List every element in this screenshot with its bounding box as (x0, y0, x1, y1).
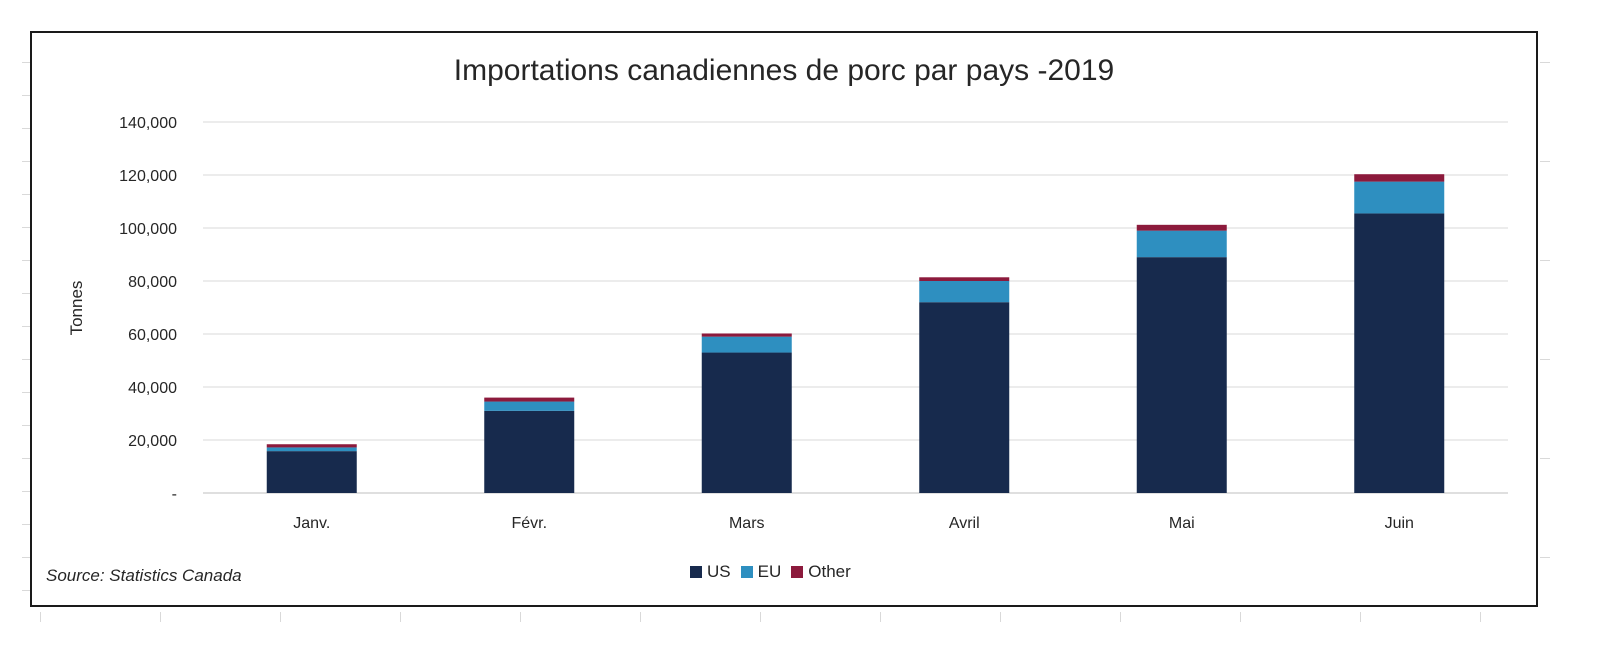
x-tick-label: Févr. (511, 515, 547, 532)
y-tick-label: 100,000 (119, 221, 177, 238)
y-tick-label: 140,000 (119, 115, 177, 132)
legend-item-other: Other (791, 562, 851, 582)
bar-eu-2 (484, 401, 575, 411)
x-tick-label: Mars (729, 515, 765, 532)
y-tick-label: - (172, 486, 177, 503)
bar-us-4 (919, 302, 1010, 493)
x-tick-label: Juin (1385, 515, 1414, 532)
bar-other-6 (1354, 174, 1445, 182)
y-tick-label: 40,000 (128, 380, 177, 397)
legend-label-us: US (707, 562, 731, 581)
x-tick-label: Janv. (293, 515, 330, 532)
bar-other-2 (484, 397, 575, 402)
chart-frame (30, 31, 1538, 607)
source-note: Source: Statistics Canada (46, 566, 242, 585)
legend-item-eu: EU (740, 562, 782, 582)
bar-eu-3 (701, 336, 792, 353)
legend-label-other: Other (808, 562, 851, 581)
bar-eu-6 (1354, 181, 1445, 214)
y-tick-label: 80,000 (128, 274, 177, 291)
bar-us-2 (484, 410, 575, 493)
y-tick-label: 20,000 (128, 433, 177, 450)
bar-eu-5 (1136, 230, 1227, 258)
bar-us-6 (1354, 213, 1445, 494)
bar-other-4 (919, 277, 1010, 281)
legend-label-eu: EU (757, 562, 782, 581)
bar-us-1 (266, 451, 357, 493)
legend-swatch-eu (740, 566, 753, 578)
y-tick-label: 60,000 (128, 327, 177, 344)
bar-us-5 (1136, 257, 1227, 493)
legend-swatch-other (791, 566, 804, 578)
bar-other-1 (266, 444, 357, 448)
bar-other-3 (701, 333, 792, 337)
chart-title: Importations canadiennes de porc par pay… (453, 54, 1115, 87)
legend-item-us: US (690, 562, 731, 582)
bar-eu-1 (266, 447, 357, 452)
legend-swatch-us (690, 566, 702, 578)
x-tick-label: Mai (1169, 515, 1195, 532)
bar-eu-4 (919, 281, 1010, 303)
y-tick-label: 120,000 (119, 168, 177, 185)
x-tick-label: Avril (949, 515, 980, 532)
bar-us-3 (701, 352, 792, 493)
bar-other-5 (1136, 224, 1227, 231)
chart-legend: US EU Other (690, 562, 861, 582)
